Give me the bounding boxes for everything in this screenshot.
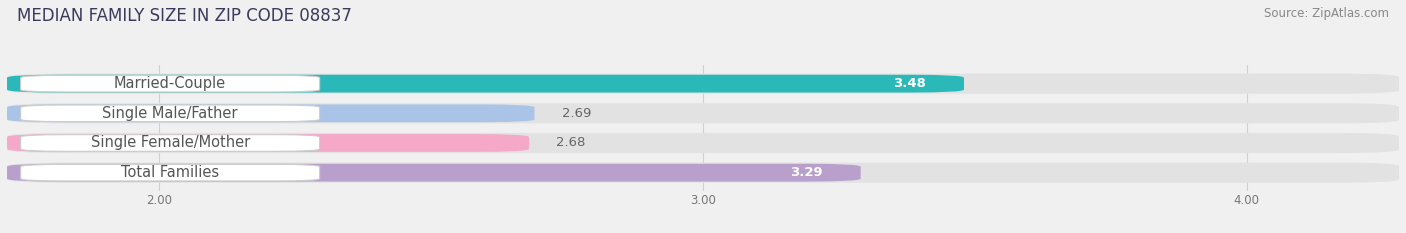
FancyBboxPatch shape — [7, 74, 1399, 94]
FancyBboxPatch shape — [7, 104, 534, 122]
FancyBboxPatch shape — [7, 163, 1399, 183]
Text: Married-Couple: Married-Couple — [114, 76, 226, 91]
Text: Total Families: Total Families — [121, 165, 219, 180]
FancyBboxPatch shape — [21, 105, 319, 122]
FancyBboxPatch shape — [7, 134, 529, 152]
Text: MEDIAN FAMILY SIZE IN ZIP CODE 08837: MEDIAN FAMILY SIZE IN ZIP CODE 08837 — [17, 7, 352, 25]
FancyBboxPatch shape — [7, 133, 1399, 153]
FancyBboxPatch shape — [21, 75, 319, 92]
FancyBboxPatch shape — [7, 103, 1399, 123]
Text: 2.69: 2.69 — [561, 107, 591, 120]
FancyBboxPatch shape — [7, 75, 965, 93]
Text: Single Female/Mother: Single Female/Mother — [90, 135, 250, 151]
FancyBboxPatch shape — [21, 164, 319, 181]
FancyBboxPatch shape — [21, 135, 319, 151]
Text: Single Male/Father: Single Male/Father — [103, 106, 238, 121]
FancyBboxPatch shape — [7, 164, 860, 182]
Text: 3.48: 3.48 — [893, 77, 927, 90]
Text: 2.68: 2.68 — [557, 137, 585, 150]
Text: Source: ZipAtlas.com: Source: ZipAtlas.com — [1264, 7, 1389, 20]
Text: 3.29: 3.29 — [790, 166, 823, 179]
